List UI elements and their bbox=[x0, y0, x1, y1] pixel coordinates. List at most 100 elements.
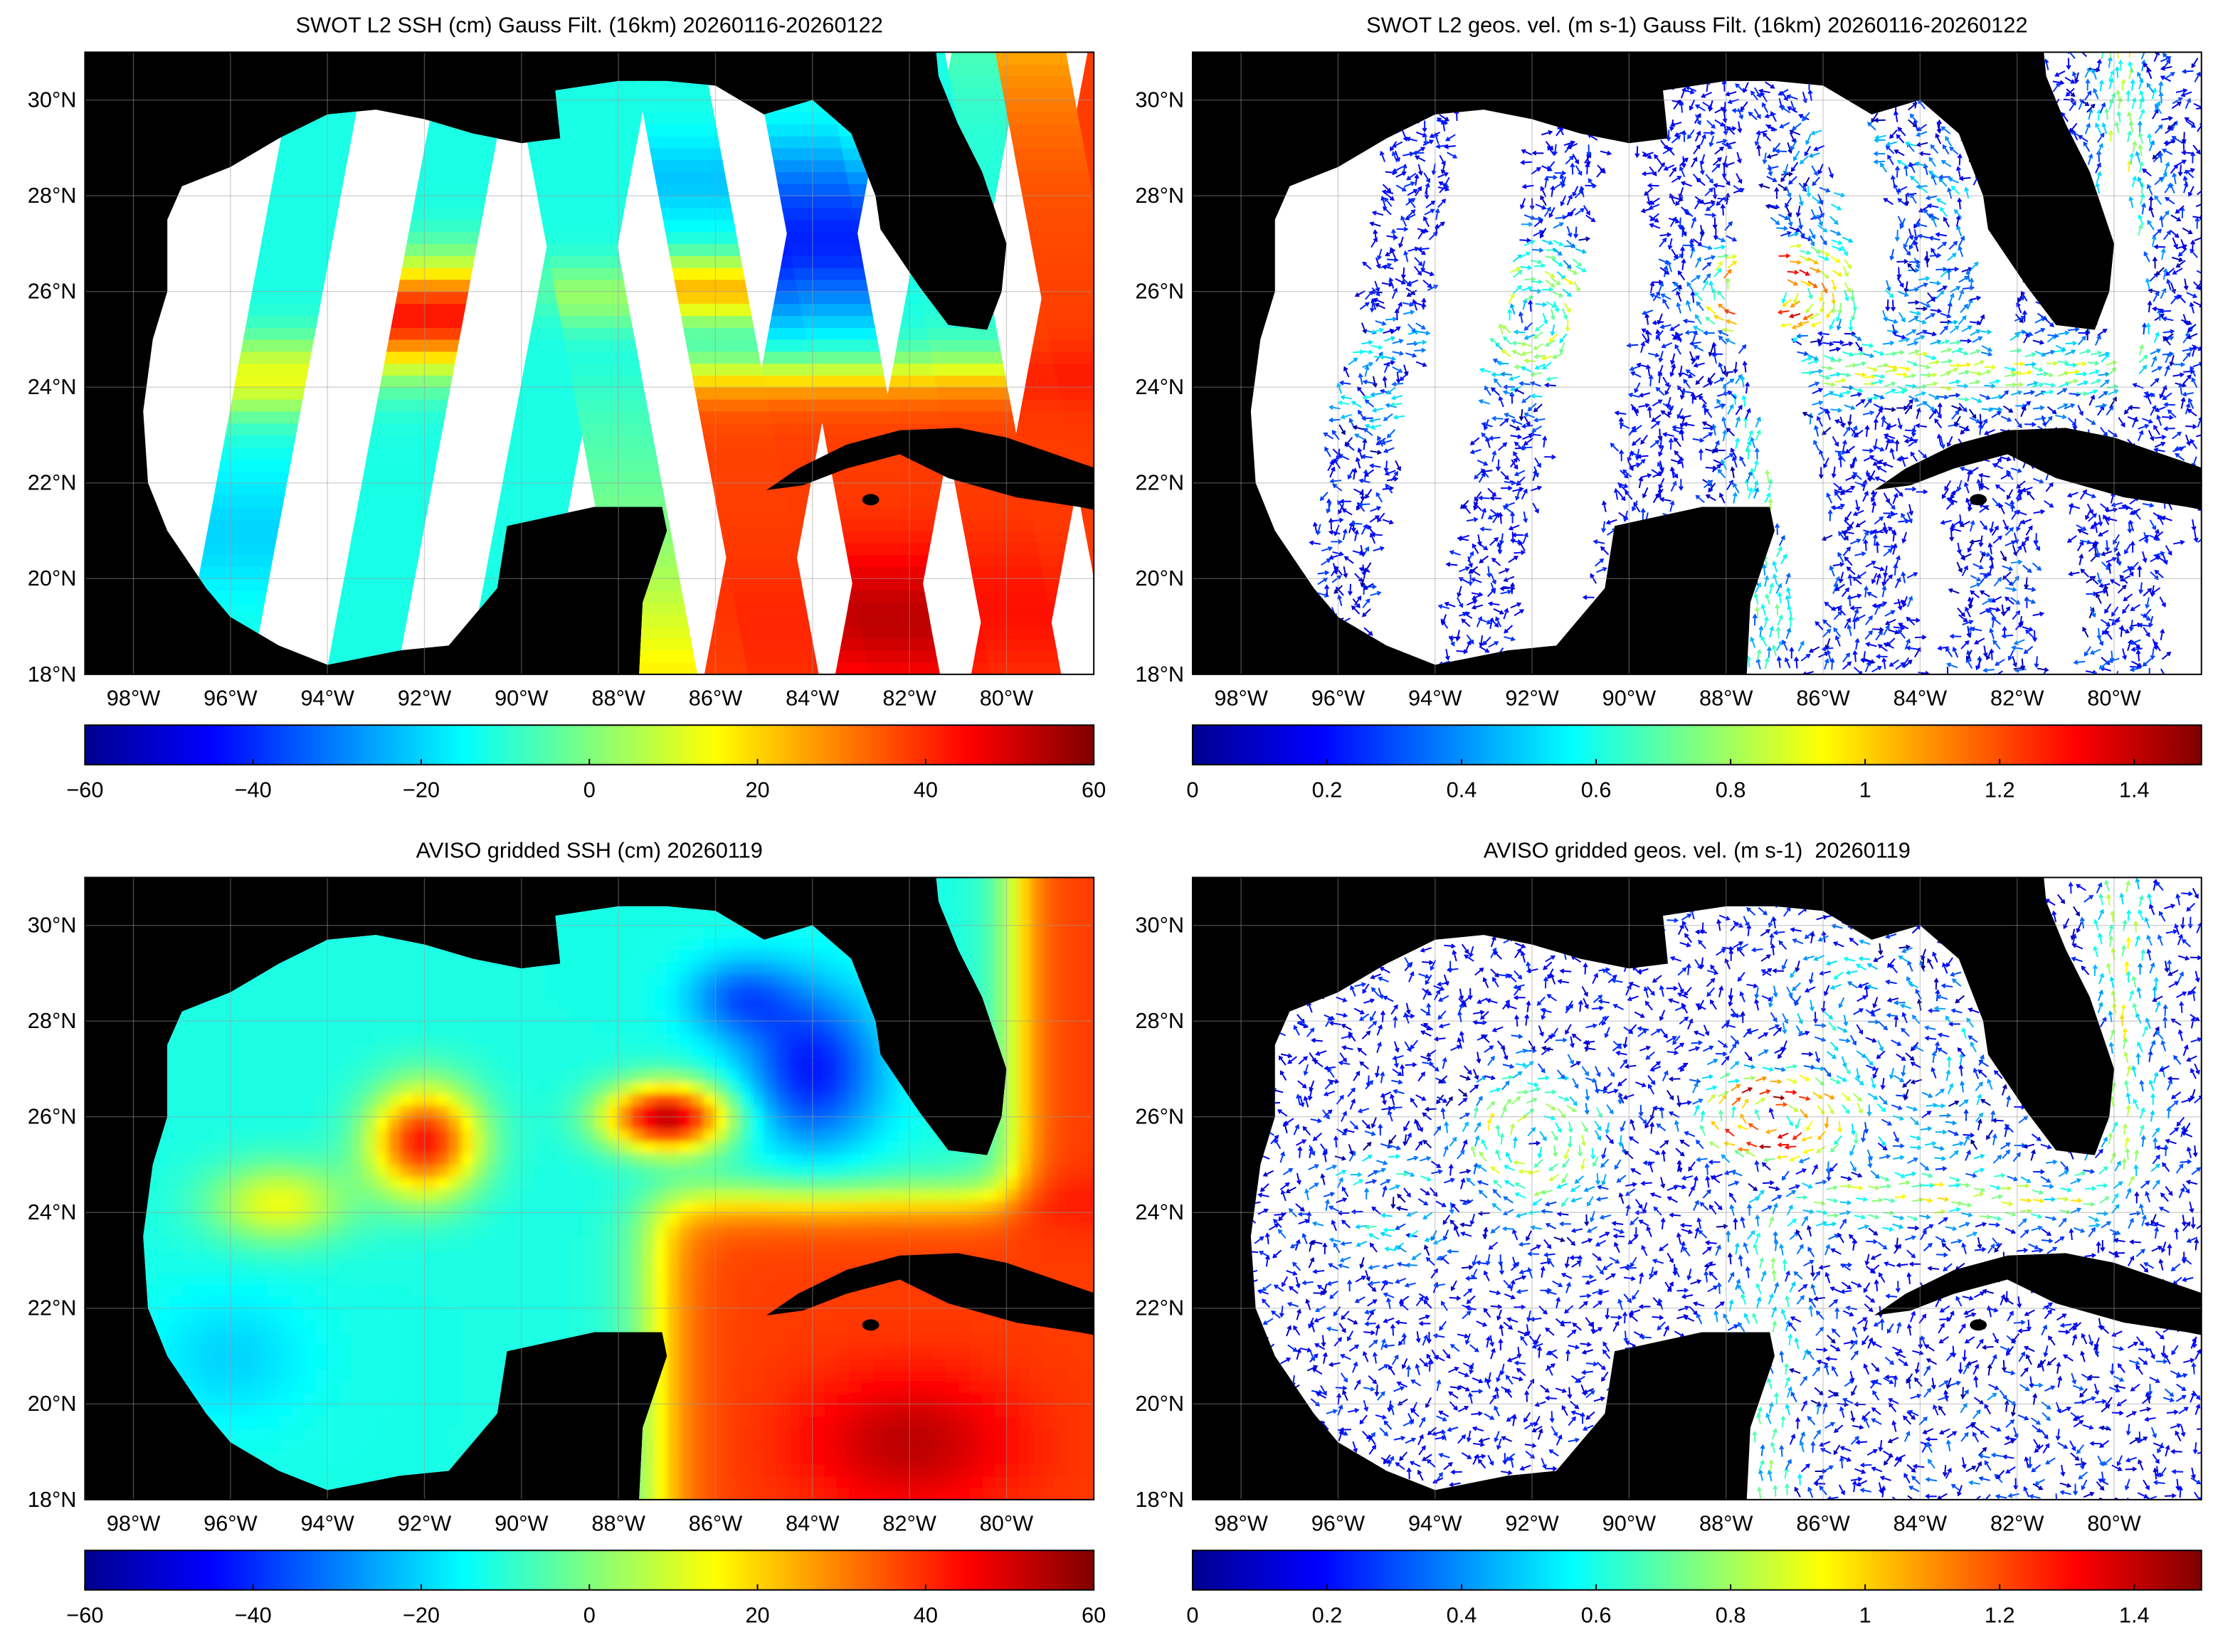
velocity-arrow bbox=[2096, 628, 2102, 640]
x-tick-label: 90°W bbox=[1602, 685, 1656, 710]
velocity-arrow bbox=[1392, 351, 1405, 356]
swath-cell bbox=[513, 411, 587, 424]
velocity-arrow bbox=[1657, 428, 1663, 441]
ssh-cell bbox=[352, 1069, 365, 1082]
y-tick-label: 28°N bbox=[1135, 183, 1184, 208]
swath-cell bbox=[1089, 554, 1094, 568]
swath-cell bbox=[1022, 195, 1094, 208]
velocity-arrow bbox=[1884, 436, 1896, 443]
velocity-arrow bbox=[1766, 153, 1778, 159]
velocity-arrow bbox=[2118, 417, 2125, 428]
velocity-arrow bbox=[1778, 534, 1785, 546]
ssh-cell bbox=[48, 949, 61, 962]
ssh-cell bbox=[400, 1392, 413, 1405]
velocity-arrow bbox=[1641, 328, 1652, 336]
velocity-arrow bbox=[1829, 346, 1842, 352]
velocity-arrow bbox=[2087, 153, 2093, 165]
ssh-cell bbox=[364, 1021, 377, 1034]
velocity-arrow bbox=[2076, 391, 2088, 396]
ssh-cell bbox=[157, 1200, 171, 1214]
velocity-arrow bbox=[1895, 165, 1901, 178]
velocity-arrow bbox=[2129, 639, 2141, 645]
velocity-arrow bbox=[2180, 91, 2192, 97]
velocity-arrow bbox=[1575, 265, 1587, 272]
velocity-arrow bbox=[2052, 80, 2065, 85]
ssh-cell bbox=[327, 854, 340, 867]
velocity-arrow bbox=[2138, 223, 2143, 236]
velocity-arrow bbox=[1906, 329, 1917, 337]
velocity-arrow bbox=[1861, 343, 1874, 349]
ssh-cell bbox=[48, 889, 61, 902]
velocity-arrow bbox=[1721, 327, 1734, 333]
velocity-arrow bbox=[1668, 217, 1680, 224]
ssh-cell bbox=[145, 1212, 159, 1226]
ssh-cell bbox=[339, 1140, 353, 1154]
ssh-cell bbox=[36, 877, 49, 890]
x-tick-label: 84°W bbox=[786, 685, 839, 710]
velocity-arrow bbox=[1370, 344, 1383, 350]
swath-cell bbox=[1024, 207, 1094, 221]
ssh-cell bbox=[279, 1284, 292, 1298]
velocity-arrow bbox=[1788, 615, 1794, 628]
velocity-arrow bbox=[2007, 650, 2014, 661]
velocity-arrow bbox=[1958, 176, 1971, 181]
velocity-arrow bbox=[1479, 618, 1491, 625]
velocity-arrow bbox=[1819, 186, 1831, 193]
ssh-cell bbox=[303, 1284, 317, 1298]
ssh-cell bbox=[73, 1045, 85, 1058]
velocity-arrow bbox=[1391, 287, 1398, 300]
ssh-cell bbox=[109, 866, 122, 879]
velocity-arrow bbox=[1956, 561, 1963, 573]
ssh-cell bbox=[206, 1116, 219, 1130]
velocity-arrow bbox=[1915, 222, 1928, 228]
ssh-cell bbox=[291, 1104, 305, 1118]
velocity-arrow bbox=[1980, 329, 1992, 335]
velocity-arrow bbox=[1908, 504, 1913, 517]
ssh-cell bbox=[181, 1057, 196, 1070]
swath-cell bbox=[229, 398, 303, 412]
swath-cell bbox=[993, 52, 1067, 53]
velocity-arrow bbox=[1651, 280, 1664, 285]
velocity-arrow bbox=[1871, 529, 1884, 534]
ssh-cell bbox=[145, 1260, 159, 1274]
velocity-arrow bbox=[2056, 388, 2068, 396]
x-tick-label: 82°W bbox=[1990, 685, 2044, 710]
velocity-arrow bbox=[1498, 396, 1504, 408]
ssh-cell bbox=[242, 1344, 256, 1357]
ssh-cell bbox=[60, 1069, 73, 1081]
swath-cell bbox=[586, 458, 660, 472]
velocity-arrow bbox=[1652, 399, 1663, 407]
velocity-arrow bbox=[1966, 625, 1972, 638]
velocity-arrow bbox=[2103, 514, 2110, 526]
velocity-arrow bbox=[2140, 193, 2145, 205]
ssh-cell bbox=[376, 1153, 389, 1166]
velocity-arrow bbox=[1415, 322, 1427, 330]
swath-cell bbox=[274, 159, 348, 173]
swath-cell bbox=[974, 590, 1048, 603]
ssh-cell bbox=[230, 1093, 244, 1106]
swath-cell bbox=[786, 231, 860, 245]
velocity-arrow bbox=[1837, 302, 1843, 315]
velocity-arrow bbox=[1819, 374, 1831, 380]
ssh-cell bbox=[388, 1081, 401, 1094]
ssh-cell bbox=[218, 1224, 231, 1238]
velocity-arrow bbox=[1744, 478, 1750, 491]
ssh-cell bbox=[206, 1248, 219, 1261]
colorbar-tick-label: 0 bbox=[583, 777, 596, 802]
ssh-cell bbox=[352, 1392, 365, 1405]
ssh-cell bbox=[36, 1368, 49, 1381]
ssh-cell bbox=[48, 866, 61, 879]
velocity-arrow bbox=[1732, 455, 1738, 468]
velocity-arrow bbox=[2093, 88, 2099, 100]
ssh-cell bbox=[230, 1344, 244, 1357]
velocity-arrow bbox=[1937, 241, 1948, 250]
velocity-arrow bbox=[1405, 198, 1416, 206]
velocity-arrow bbox=[2145, 277, 2150, 290]
velocity-arrow bbox=[2064, 349, 2076, 356]
swath-cell bbox=[696, 398, 770, 412]
velocity-arrow bbox=[1368, 418, 1381, 423]
velocity-arrow bbox=[1331, 430, 1340, 440]
ssh-cell bbox=[73, 1320, 85, 1333]
velocity-arrow bbox=[1645, 364, 1651, 376]
ssh-cell bbox=[339, 937, 353, 951]
